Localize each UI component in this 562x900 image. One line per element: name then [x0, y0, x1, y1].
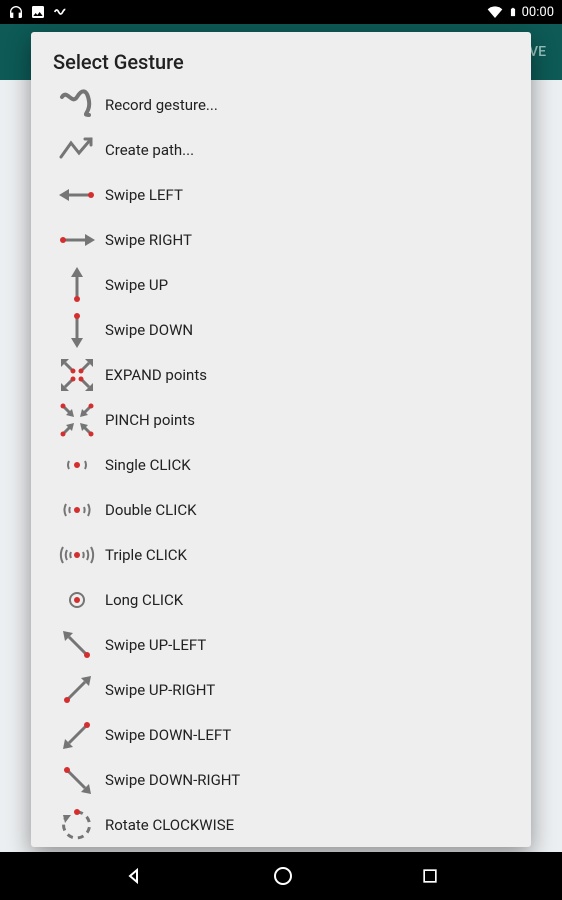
gesture-item-swipe-up[interactable]: Swipe UP	[53, 262, 509, 307]
gesture-item-swipe-up-right[interactable]: Swipe UP-RIGHT	[53, 667, 509, 712]
gesture-label: Single CLICK	[101, 456, 191, 474]
gesture-label: PINCH points	[101, 411, 195, 429]
gesture-label: Swipe DOWN	[101, 321, 193, 339]
gesture-dialog: Select Gesture Record gesture... Create …	[31, 32, 531, 847]
rotate-cw-icon	[53, 805, 101, 845]
gesture-item-swipe-right[interactable]: Swipe RIGHT	[53, 217, 509, 262]
gesture-item-expand[interactable]: EXPAND points	[53, 352, 509, 397]
gesture-label: Long CLICK	[101, 591, 183, 609]
double-click-icon	[53, 490, 101, 530]
gesture-item-swipe-up-left[interactable]: Swipe UP-LEFT	[53, 622, 509, 667]
gesture-item-long-click[interactable]: Long CLICK	[53, 577, 509, 622]
dialog-title: Select Gesture	[53, 50, 509, 74]
gesture-label: EXPAND points	[101, 366, 207, 384]
gesture-label: Swipe UP	[101, 276, 168, 294]
gesture-label: Swipe UP-LEFT	[101, 636, 206, 654]
headphones-icon	[8, 4, 24, 20]
gesture-item-swipe-down[interactable]: Swipe DOWN	[53, 307, 509, 352]
pinch-icon	[53, 400, 101, 440]
gesture-item-single-click[interactable]: Single CLICK	[53, 442, 509, 487]
swipe-down-icon	[53, 310, 101, 350]
gesture-item-swipe-left[interactable]: Swipe LEFT	[53, 172, 509, 217]
recent-icon[interactable]	[420, 866, 440, 886]
home-icon[interactable]	[271, 864, 295, 888]
status-right: 00:00	[486, 4, 554, 20]
triple-click-icon	[53, 535, 101, 575]
gesture-item-pinch[interactable]: PINCH points	[53, 397, 509, 442]
gesture-label: Swipe DOWN-LEFT	[101, 726, 231, 744]
gesture-label: Record gesture...	[101, 96, 218, 114]
path-icon	[53, 130, 101, 170]
image-icon	[30, 4, 46, 20]
swipe-up-right-icon	[53, 670, 101, 710]
status-left	[8, 4, 68, 20]
gesture-item-triple-click[interactable]: Triple CLICK	[53, 532, 509, 577]
swipe-down-right-icon	[53, 760, 101, 800]
gesture-item-rotate-cw[interactable]: Rotate CLOCKWISE	[53, 802, 509, 847]
back-icon[interactable]	[122, 864, 146, 888]
gesture-label: Rotate CLOCKWISE	[101, 816, 234, 834]
single-click-icon	[53, 445, 101, 485]
gesture-item-double-click[interactable]: Double CLICK	[53, 487, 509, 532]
gesture-label: Swipe LEFT	[101, 186, 183, 204]
gesture-label: Swipe UP-RIGHT	[101, 681, 215, 699]
gesture-label: Double CLICK	[101, 501, 197, 519]
battery-icon	[508, 4, 518, 20]
gesture-label: Swipe RIGHT	[101, 231, 192, 249]
gesture-item-record[interactable]: Record gesture...	[53, 82, 509, 127]
wifi-icon	[486, 4, 504, 20]
status-bar: 00:00	[0, 0, 562, 24]
navigation-bar	[0, 852, 562, 900]
dialog-overlay: Select Gesture Record gesture... Create …	[0, 24, 562, 852]
squiggle-status-icon	[52, 4, 68, 20]
swipe-up-left-icon	[53, 625, 101, 665]
swipe-right-icon	[53, 220, 101, 260]
expand-icon	[53, 355, 101, 395]
gesture-label: Create path...	[101, 141, 194, 159]
gesture-label: Swipe DOWN-RIGHT	[101, 771, 240, 789]
status-time: 00:00	[522, 5, 554, 20]
gesture-list: Record gesture... Create path... Swipe L…	[53, 82, 509, 847]
gesture-item-swipe-down-left[interactable]: Swipe DOWN-LEFT	[53, 712, 509, 757]
long-click-icon	[53, 580, 101, 620]
squiggle-icon	[53, 85, 101, 125]
swipe-left-icon	[53, 175, 101, 215]
gesture-label: Triple CLICK	[101, 546, 187, 564]
swipe-down-left-icon	[53, 715, 101, 755]
swipe-up-icon	[53, 265, 101, 305]
gesture-item-swipe-down-right[interactable]: Swipe DOWN-RIGHT	[53, 757, 509, 802]
gesture-item-path[interactable]: Create path...	[53, 127, 509, 172]
